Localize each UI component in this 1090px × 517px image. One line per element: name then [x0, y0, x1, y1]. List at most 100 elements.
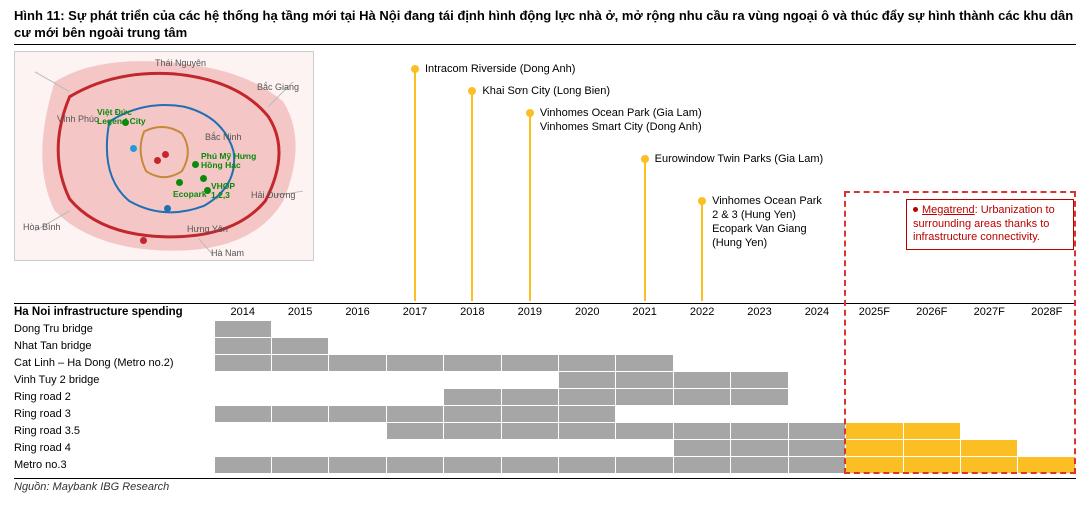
gantt-cell [788, 388, 845, 405]
map-project-label: VHOP1,2,3 [211, 182, 235, 200]
timeline-label: Eurowindow Twin Parks (Gia Lam) [655, 153, 824, 166]
gantt-cell [444, 354, 501, 371]
gantt-year-2027F: 2027F [960, 303, 1017, 320]
map-project-label: Ecopark [173, 190, 207, 199]
gantt-cell [673, 456, 730, 473]
infrastructure-gantt-table: Ha Noi infrastructure spending2014201520… [14, 303, 1076, 474]
timeline-label: Vinhomes Smart City (Dong Anh) [540, 121, 702, 134]
gantt-cell [731, 354, 788, 371]
gantt-cell [846, 439, 903, 456]
gantt-cell [559, 337, 616, 354]
timeline-dot-icon [698, 197, 706, 205]
map-dot-icon [204, 187, 211, 194]
gantt-cell [501, 456, 558, 473]
gantt-cell [444, 337, 501, 354]
gantt-cell [329, 354, 386, 371]
gantt-cell [329, 456, 386, 473]
gantt-cell [271, 337, 328, 354]
gantt-year-2023: 2023 [731, 303, 788, 320]
gantt-cell [1018, 320, 1076, 337]
gantt-cell [386, 354, 443, 371]
gantt-cell [616, 354, 673, 371]
gantt-cell [386, 337, 443, 354]
timeline-line [644, 159, 646, 301]
source-text: Nguồn: Maybank IBG Research [14, 481, 1076, 493]
gantt-cell [444, 320, 501, 337]
gantt-row-label: Nhat Tan bridge [14, 337, 214, 354]
map-dot-icon [154, 157, 161, 164]
gantt-cell [673, 354, 730, 371]
gantt-cell [444, 422, 501, 439]
gantt-cell [731, 388, 788, 405]
gantt-cell [214, 456, 271, 473]
gantt-cell [444, 388, 501, 405]
map-dot-icon [140, 237, 147, 244]
gantt-year-2021: 2021 [616, 303, 673, 320]
gantt-cell [1018, 388, 1076, 405]
gantt-cell [386, 439, 443, 456]
gantt-cell [1018, 456, 1076, 473]
gantt-wrapper: Ha Noi infrastructure spending2014201520… [14, 303, 1076, 474]
gantt-cell [731, 405, 788, 422]
gantt-cell [501, 422, 558, 439]
gantt-year-2015: 2015 [271, 303, 328, 320]
gantt-cell [271, 320, 328, 337]
gantt-cell [444, 371, 501, 388]
timeline-dot-icon [641, 155, 649, 163]
gantt-cell [559, 422, 616, 439]
gantt-cell [386, 320, 443, 337]
gantt-cell [673, 388, 730, 405]
gantt-cell [846, 337, 903, 354]
gantt-cell [271, 405, 328, 422]
gantt-year-2018: 2018 [444, 303, 501, 320]
gantt-year-2019: 2019 [501, 303, 558, 320]
gantt-cell [559, 439, 616, 456]
megatrend-callout: Megatrend: Urbanization to surrounding a… [906, 199, 1074, 250]
gantt-cell [444, 456, 501, 473]
gantt-cell [616, 422, 673, 439]
gantt-cell [616, 405, 673, 422]
gantt-row: Metro no.3 [14, 456, 1076, 473]
gantt-cell [846, 371, 903, 388]
gantt-cell [673, 371, 730, 388]
gantt-cell [788, 422, 845, 439]
gantt-row: Ring road 2 [14, 388, 1076, 405]
timeline-label: Vinhomes Ocean Park [712, 195, 822, 208]
gantt-cell [903, 354, 960, 371]
timeline-line [529, 113, 531, 301]
gantt-cell [271, 456, 328, 473]
gantt-row: Cat Linh – Ha Dong (Metro no.2) [14, 354, 1076, 371]
gantt-cell [903, 371, 960, 388]
gantt-cell [1018, 439, 1076, 456]
gantt-cell [271, 439, 328, 456]
gantt-cell [673, 320, 730, 337]
map-admin-label: Bắc Giang [257, 82, 299, 92]
gantt-cell [559, 456, 616, 473]
gantt-cell [386, 388, 443, 405]
gantt-cell [329, 405, 386, 422]
gantt-cell [214, 439, 271, 456]
timeline-label: Ecopark Van Giang [712, 223, 807, 236]
gantt-cell [214, 405, 271, 422]
gantt-cell [673, 405, 730, 422]
timeline-dot-icon [411, 65, 419, 73]
gantt-cell [788, 371, 845, 388]
map-project-label: Phú Mỹ HưngHồng Hạc [201, 152, 256, 170]
bullet-icon [913, 207, 918, 212]
map-dot-icon [130, 145, 137, 152]
gantt-row-label: Ring road 4 [14, 439, 214, 456]
gantt-row-label: Cat Linh – Ha Dong (Metro no.2) [14, 354, 214, 371]
gantt-cell [788, 354, 845, 371]
gantt-row: Vinh Tuy 2 bridge [14, 371, 1076, 388]
gantt-cell [960, 371, 1017, 388]
gantt-cell [903, 439, 960, 456]
gantt-cell [501, 354, 558, 371]
gantt-row-label: Dong Tru bridge [14, 320, 214, 337]
gantt-cell [386, 422, 443, 439]
gantt-cell [903, 337, 960, 354]
timeline-line [414, 69, 416, 301]
gantt-cell [214, 320, 271, 337]
gantt-cell [329, 439, 386, 456]
gantt-cell [960, 320, 1017, 337]
gantt-year-2025F: 2025F [846, 303, 903, 320]
